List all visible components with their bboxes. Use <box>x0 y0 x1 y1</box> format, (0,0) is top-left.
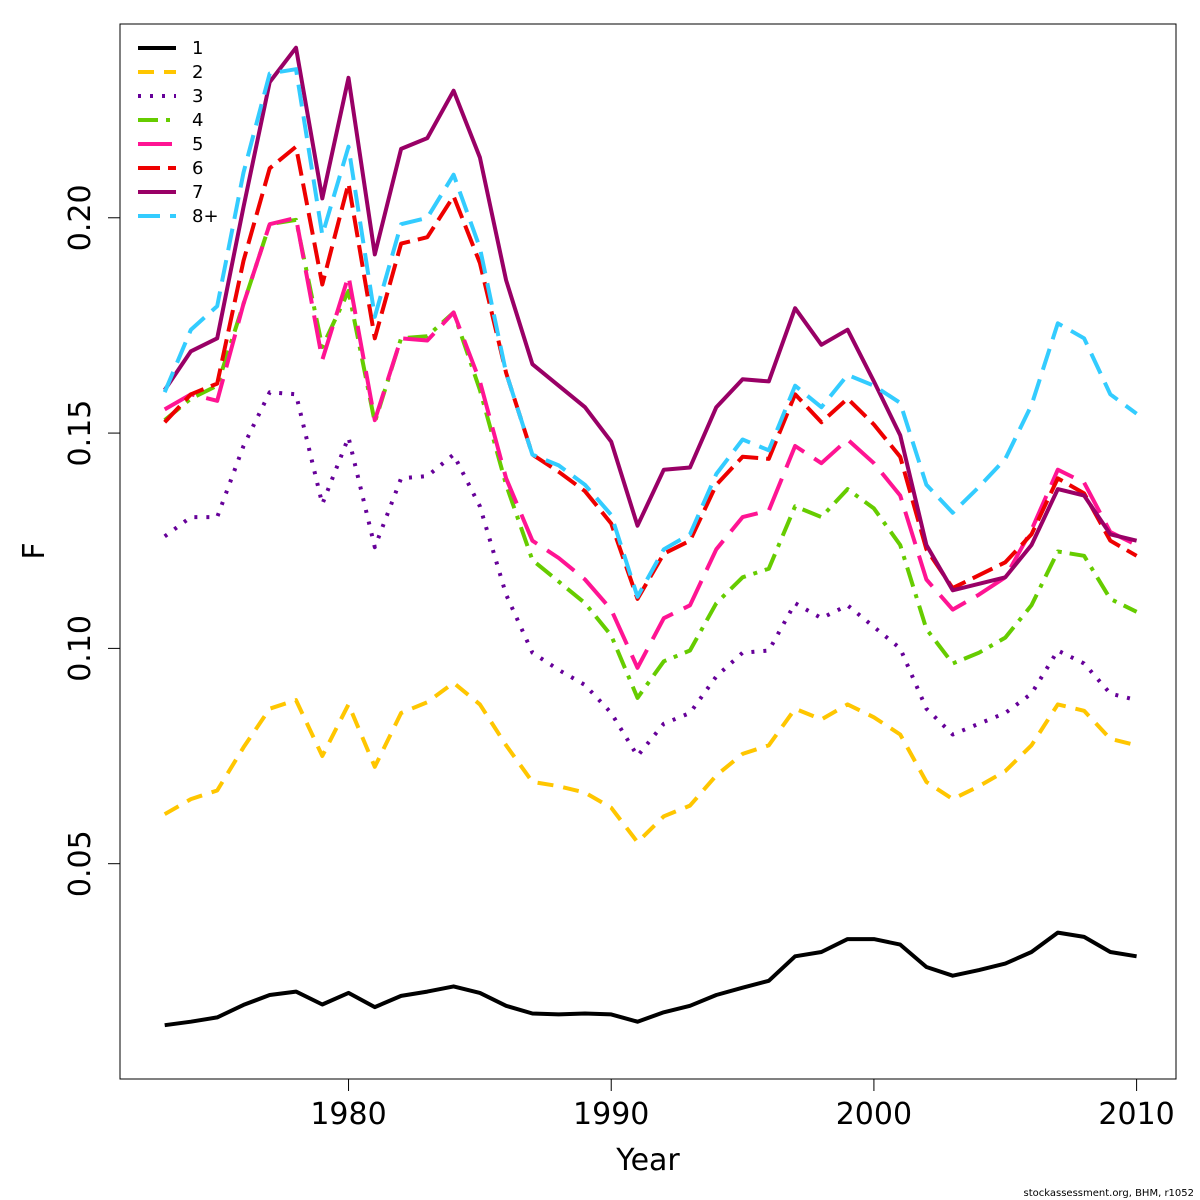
x-axis-title: Year <box>615 1143 680 1178</box>
series-line-7 <box>163 45 1138 593</box>
y-tick-label: 0.15 <box>63 400 98 467</box>
legend-label-8: 8+ <box>192 206 219 227</box>
x-tick-label: 2000 <box>836 1097 912 1132</box>
x-tick-label: 1990 <box>573 1097 649 1132</box>
x-tick-label: 1980 <box>310 1097 386 1132</box>
series-line-2 <box>163 680 1138 845</box>
y-tick-label: 0.05 <box>63 830 98 897</box>
y-axis-title: F <box>17 542 52 559</box>
series-line-8 <box>162 67 1138 599</box>
y-tick-label: 0.10 <box>63 615 98 682</box>
x-tick-label: 2010 <box>1098 1097 1174 1132</box>
legend-label-3: 3 <box>192 86 203 107</box>
y-tick-label: 0.20 <box>63 184 98 251</box>
series-line-4 <box>163 217 1138 700</box>
legend-label-1: 1 <box>192 38 203 59</box>
legend-label-6: 6 <box>192 158 203 179</box>
plot-frame <box>119 23 1177 1080</box>
legend: 1 2 3 4 5 6 7 8+ <box>138 38 219 227</box>
legend-label-2: 2 <box>192 62 203 83</box>
series-line-3 <box>163 390 1138 758</box>
series-layer <box>162 45 1138 1028</box>
credit-footer: stockassessment.org, BHM, r1052 <box>1024 1188 1195 1199</box>
legend-label-5: 5 <box>192 134 203 155</box>
series-line-5 <box>163 215 1138 670</box>
y-axis: 0.05 0.10 0.15 0.20 <box>63 184 120 897</box>
legend-label-7: 7 <box>192 182 203 203</box>
legend-label-4: 4 <box>192 110 203 131</box>
series-line-1 <box>164 930 1137 1028</box>
x-axis: 1980 1990 2000 2010 <box>310 1079 1175 1132</box>
